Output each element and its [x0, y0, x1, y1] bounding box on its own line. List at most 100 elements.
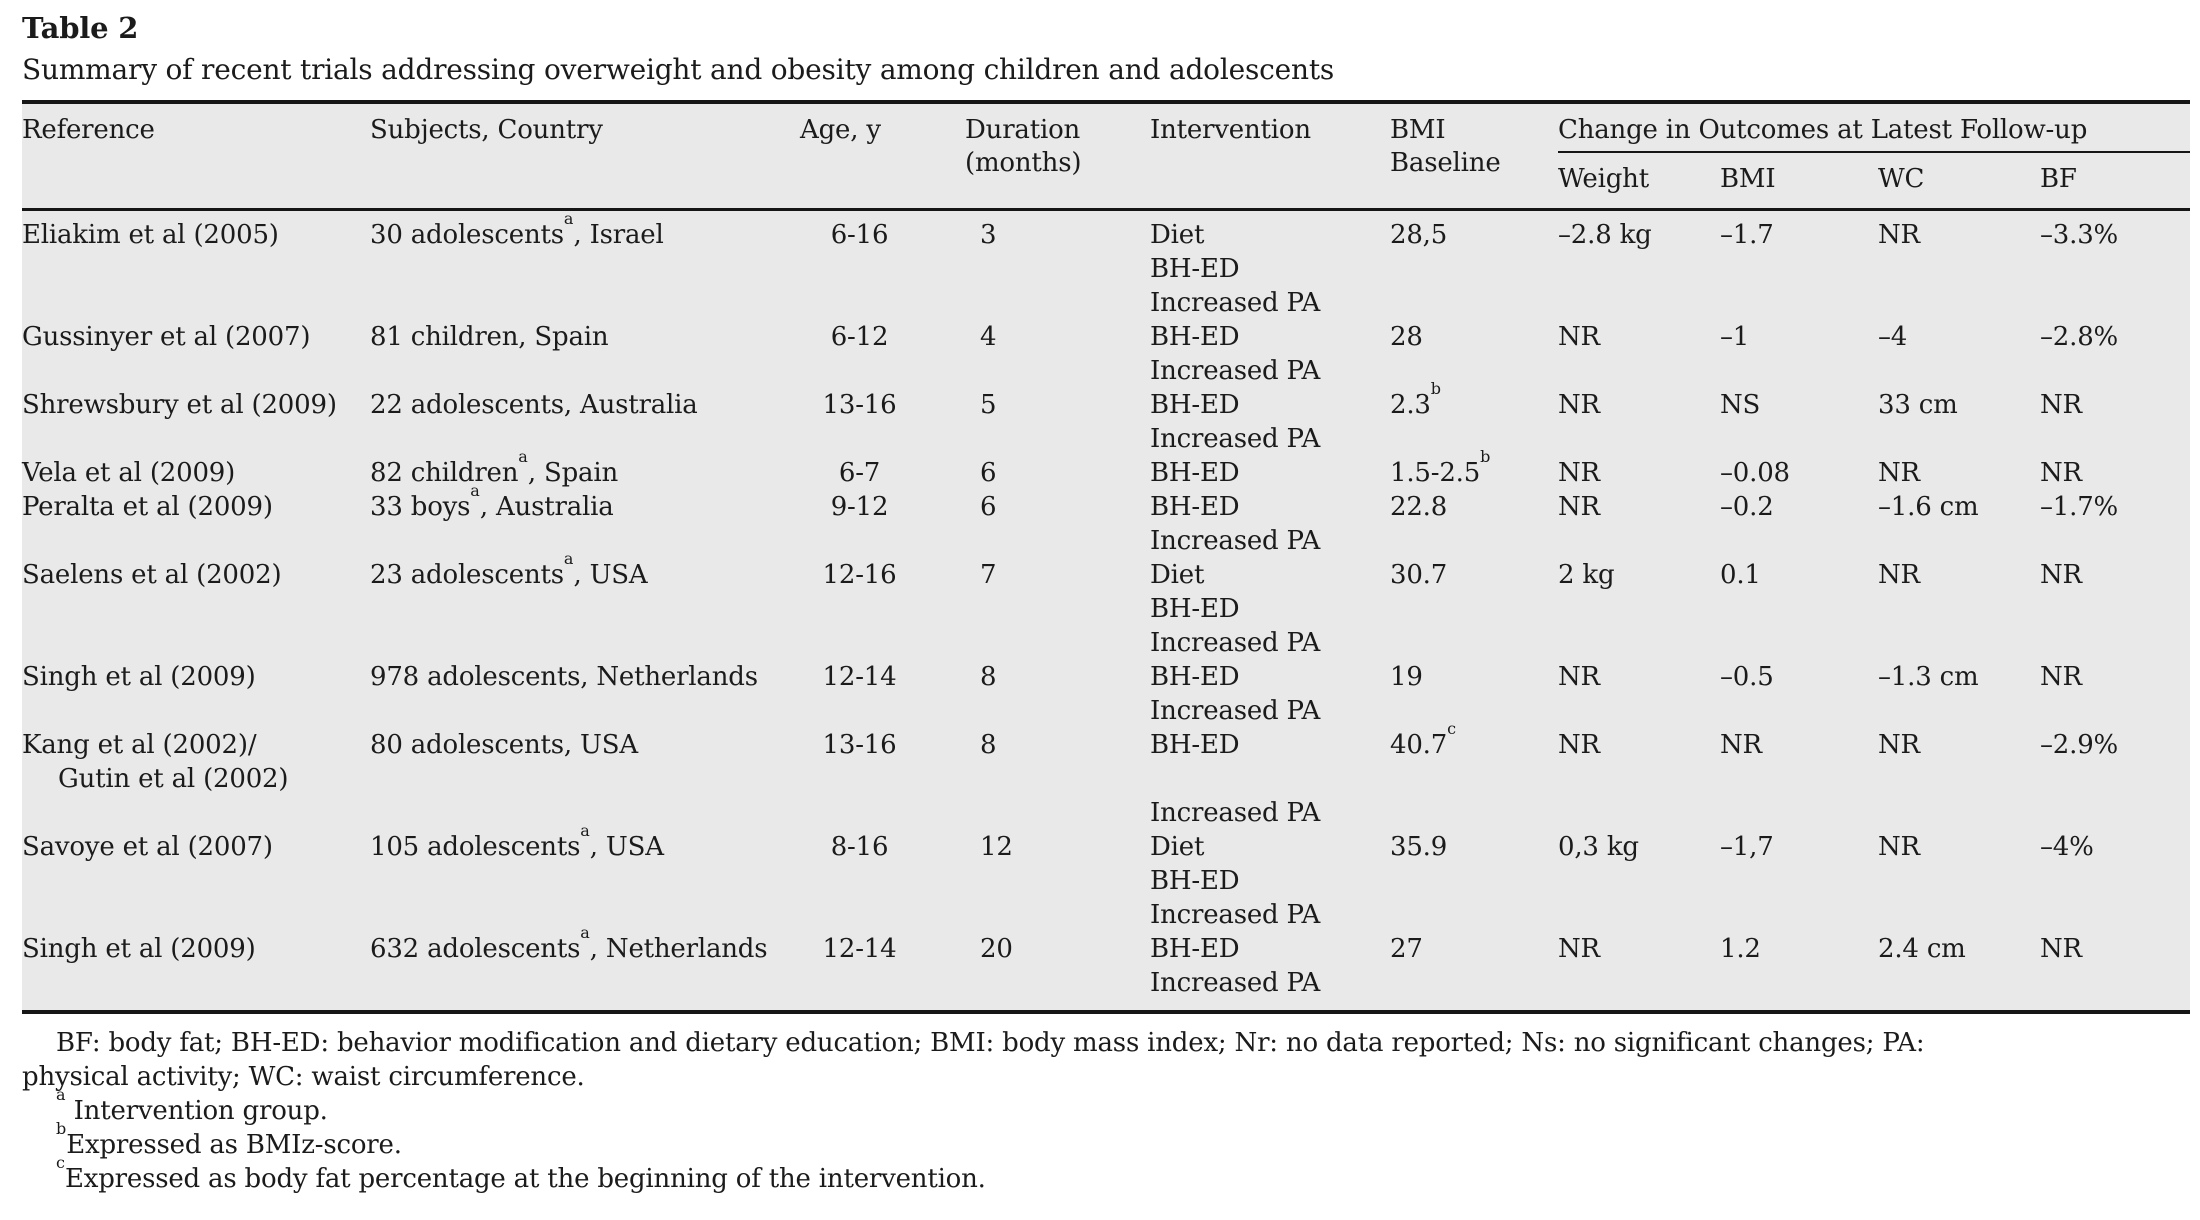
col-header-weight: Weight [1558, 152, 1720, 211]
col-header-duration-line1: Duration [965, 115, 1081, 145]
cell-duration: 4 [965, 320, 1150, 388]
cell-age: 12-14 [800, 932, 965, 1012]
cell-line: 4 [980, 321, 997, 352]
cell-bmi-change: –0.08 [1720, 456, 1878, 490]
cell-intervention: BH-ED Increased PA [1150, 490, 1390, 558]
cell-line: Gussinyer et al (2007) [22, 321, 311, 352]
cell-line: –0.08 [1720, 457, 1790, 488]
cell-wc: 2.4 cm [1878, 932, 2040, 1012]
cell-bf: –3.3% [2040, 209, 2190, 320]
cell-line: 8 [980, 661, 997, 692]
cell-line: 22 adolescents, Australia [370, 389, 698, 420]
cell-bmi-change: –0.2 [1720, 490, 1878, 558]
cell-line: Gutin et al (2002) [58, 763, 289, 794]
table-row: Shrewsbury et al (2009) 22 adolescents, A… [22, 378, 2190, 456]
cell-line: 27 [1390, 933, 1423, 964]
cell-reference: Shrewsbury et al (2009) [22, 388, 370, 456]
cell-bmi-change: NR [1720, 728, 1878, 830]
cell-duration: 7 [965, 558, 1150, 660]
cell-line: 2.3b [1390, 378, 1441, 420]
cell-weight: NR [1558, 490, 1720, 558]
cell-line: 80 adolescents, USA [370, 729, 638, 760]
cell-line: 3 [980, 219, 997, 250]
cell-reference: Eliakim et al (2005) [22, 209, 370, 320]
cell-bmi-baseline: 2.3b [1390, 378, 1558, 456]
cell-bf: –1.7% [2040, 490, 2190, 558]
cell-intervention: Diet BH-ED Increased PA [1150, 830, 1390, 932]
cell-line: –2.9% [2040, 729, 2119, 760]
cell-line: 632 adolescentsa, Netherlands [370, 922, 768, 964]
cell-intervention: BH-ED Increased PA [1150, 660, 1390, 728]
col-group-header-outcomes: Change in Outcomes at Latest Follow-up [1558, 102, 2191, 153]
cell-intervention: BH-ED Increased PA [1150, 932, 1390, 1012]
cell-line: Eliakim et al (2005) [22, 219, 279, 250]
cell-duration: 12 [965, 830, 1150, 932]
cell-line: 2 kg [1558, 559, 1615, 590]
cell-bmi-baseline: 40.7c [1390, 720, 1558, 830]
cell-line: NR [1558, 321, 1600, 352]
cell-subjects: 82 childrena, Spain [370, 448, 800, 490]
cell-line: Increased PA [1150, 423, 1321, 454]
col-header-duration-line2: (months) [965, 148, 1082, 178]
cell-reference: Saelens et al (2002) [22, 558, 370, 660]
cell-line: 6-7 [838, 457, 881, 488]
footnote-marker: b [56, 1118, 67, 1138]
cell-reference: Savoye et al (2007) [22, 830, 370, 932]
cell-line: NR [1878, 559, 1920, 590]
cell-line: Kang et al (2002)/ [22, 729, 257, 760]
cell-line: 12-16 [822, 559, 897, 590]
cell-line: 6-12 [830, 321, 889, 352]
cell-line: –4 [1878, 321, 1908, 352]
col-header-bf: BF [2040, 152, 2191, 211]
cell-line: 105 adolescentsa, USA [370, 820, 664, 862]
cell-bmi-change: 0.1 [1720, 558, 1878, 660]
cell-bmi-change: –0.5 [1720, 660, 1878, 728]
cell-line: –4% [2040, 831, 2094, 862]
cell-bf: NR [2040, 932, 2190, 1012]
col-header-bmi-change: BMI [1720, 152, 1878, 211]
table-row: Peralta et al (2009) 33 boysa, Australia 9… [22, 482, 2190, 558]
cell-line: NR [2040, 661, 2082, 692]
col-header-age: Age, y [800, 102, 965, 211]
cell-line [1150, 762, 1386, 796]
table-row: Vela et al (2009) 82 childrena, Spain 6-7 6… [22, 448, 2190, 490]
cell-reference: Singh et al (2009) [22, 932, 370, 1012]
cell-age: 6-7 [800, 456, 965, 490]
col-header-bmi-baseline: BMI Baseline [1390, 102, 1558, 211]
cell-line: NR [1558, 661, 1600, 692]
cell-line: 33 cm [1878, 389, 1958, 420]
cell-bmi-change: –1 [1720, 320, 1878, 388]
table-row: Saelens et al (2002) 23 adolescentsa, USA… [22, 548, 2190, 660]
cell-line: Singh et al (2009) [22, 661, 256, 692]
cell-line: 978 adolescents, Netherlands [370, 661, 758, 692]
cell-subjects: 22 adolescents, Australia [370, 388, 800, 456]
col-header-bmi-baseline-line1: BMI [1390, 115, 1446, 145]
cell-line: BH-ED [1150, 729, 1240, 760]
cell-line: NR [2040, 389, 2082, 420]
cell-line: NR [1878, 457, 1920, 488]
footnote-list: a Intervention group. bExpressed as BMIz-… [22, 1086, 2190, 1196]
cell-line: –1 [1720, 321, 1750, 352]
cell-wc: –4 [1878, 320, 2040, 388]
cell-bmi-baseline: 1.5-2.5b [1390, 448, 1558, 490]
cell-line: 0.1 [1720, 559, 1761, 590]
footnotes: BF: body fat; BH-ED: behavior modificati… [22, 1026, 2190, 1196]
cell-line: BH-ED [1150, 253, 1240, 284]
table-row: Kang et al (2002)/Gutin et al (2002) 80 a… [22, 720, 2190, 830]
cell-wc: –1.6 cm [1878, 490, 2040, 558]
cell-reference: Kang et al (2002)/Gutin et al (2002) [22, 728, 370, 830]
table-row: Eliakim et al (2005) 30 adolescentsa, Isr… [22, 209, 2190, 320]
cell-line: BH-ED [1150, 933, 1240, 964]
cell-line: BH-ED [1150, 389, 1240, 420]
cell-weight: NR [1558, 456, 1720, 490]
cell-line: 13-16 [822, 389, 897, 420]
cell-wc: NR [1878, 209, 2040, 320]
cell-line: 0,3 kg [1558, 831, 1639, 862]
cell-line: 13-16 [822, 729, 897, 760]
cell-line: 23 adolescentsa, USA [370, 548, 648, 590]
cell-line: BH-ED [1150, 593, 1240, 624]
cell-line: Shrewsbury et al (2009) [22, 389, 337, 420]
cell-line: –1.7% [2040, 491, 2119, 522]
cell-wc: NR [1878, 456, 2040, 490]
